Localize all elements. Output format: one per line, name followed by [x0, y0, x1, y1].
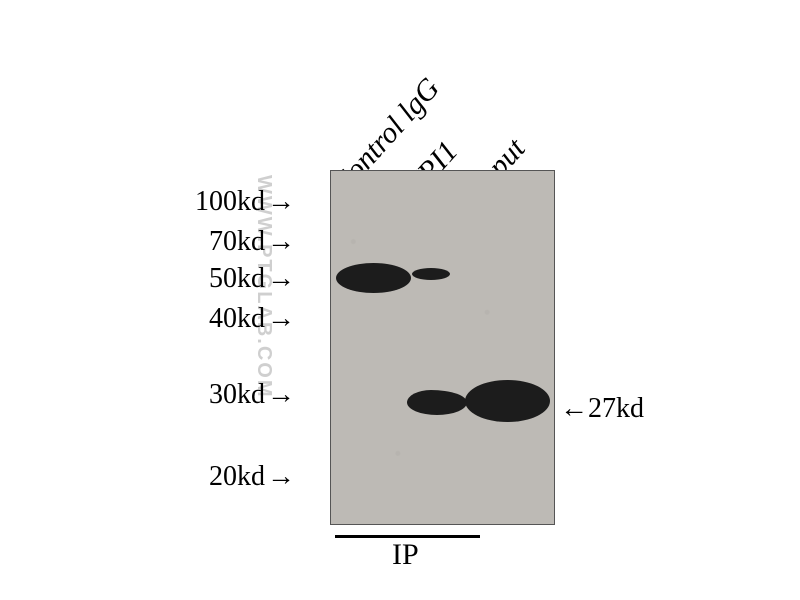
mw-marker-text: 50kd	[209, 263, 265, 294]
mw-marker-text: 70kd	[209, 226, 265, 257]
mw-marker-20kd: 20kd→	[165, 460, 295, 493]
mw-marker-30kd: 30kd→	[165, 378, 295, 411]
arrow-right-icon: →	[267, 185, 295, 217]
arrow-right-icon: →	[267, 378, 295, 410]
mw-marker-70kd: 70kd→	[165, 225, 295, 258]
arrow-right-icon: →	[267, 460, 295, 492]
ip-label: IP	[392, 538, 419, 572]
mw-marker-text: 100kd	[195, 186, 265, 217]
arrow-right-icon: →	[267, 302, 295, 334]
mw-marker-50kd: 50kd→	[165, 262, 295, 295]
arrow-right-icon: →	[267, 262, 295, 294]
target-band-label: ←27kd	[560, 392, 644, 425]
mw-marker-text: 40kd	[209, 303, 265, 334]
band-control-heavy-chain	[336, 263, 411, 293]
mw-marker-40kd: 40kd→	[165, 302, 295, 335]
band-input-27kd	[465, 380, 550, 422]
arrow-right-icon: →	[267, 225, 295, 257]
mw-marker-text: 20kd	[209, 461, 265, 492]
target-label-text: 27kd	[588, 393, 644, 424]
mw-marker-text: 30kd	[209, 379, 265, 410]
blot-membrane	[330, 170, 555, 525]
figure-container: WWW.PTGLAB.COM Control lgG TPI1 Input 10…	[50, 20, 750, 580]
band-tpi1-27kd	[407, 390, 467, 415]
arrow-left-icon: ←	[560, 392, 588, 423]
mw-marker-100kd: 100kd→	[165, 185, 295, 218]
band-tpi1-heavy-chain	[412, 268, 450, 280]
